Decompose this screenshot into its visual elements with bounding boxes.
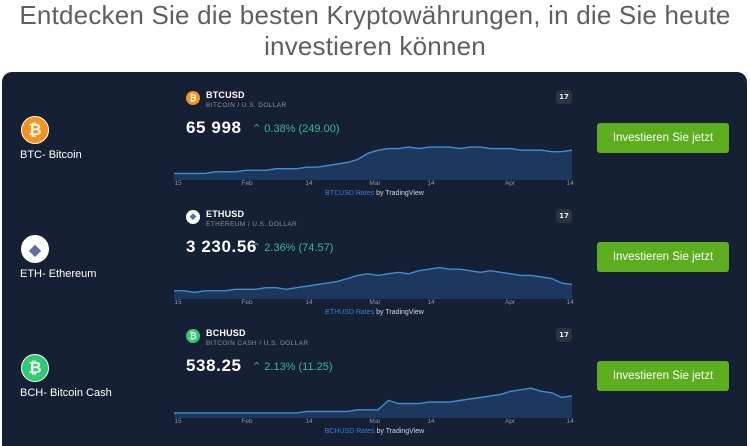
tradingview-logo-icon[interactable]: 17 <box>556 328 572 342</box>
chart-ticks: 15 Feb 14 Mar 14 Apr 14 <box>172 299 577 309</box>
tradingview-widget[interactable]: ◆ ETHUSD ETHEREUM / U.S. DOLLAR 17 3 230… <box>172 203 577 323</box>
tick-label: Mar <box>369 418 381 425</box>
tick-label: 14 <box>566 299 574 306</box>
tick-label: Feb <box>241 180 253 187</box>
tick-label: Feb <box>241 299 253 306</box>
invest-button-bch[interactable]: Investieren Sie jetzt <box>597 361 729 391</box>
price-chart[interactable] <box>172 140 577 180</box>
widget-change: ⌃ 2.13% (11.25) <box>252 361 333 373</box>
chart-line <box>174 146 573 175</box>
bitcoin-cash-icon: ₿ <box>21 354 49 382</box>
chart-area <box>174 267 572 299</box>
widget-price: 3 230.56 <box>186 237 257 256</box>
attribution-text: by TradingView <box>374 309 424 316</box>
crypto-row-btc: ₿ BTC- Bitcoin ₿ BTCUSD BITCOIN / U.S. D… <box>2 84 747 204</box>
widget-full-name: BITCOIN / U.S. DOLLAR <box>206 102 287 109</box>
chart-line <box>174 266 573 294</box>
tick-label: Feb <box>241 418 253 425</box>
chart-area <box>174 147 572 180</box>
tick-label: 14 <box>305 299 313 306</box>
chart-ticks: 15 Feb 14 Mar 14 Apr 14 <box>172 180 577 190</box>
coin-name: BTC- Bitcoin <box>20 149 82 161</box>
tick-label: 14 <box>427 299 435 306</box>
symbol-bitcoin-icon: ₿ <box>186 91 200 105</box>
tick-label: Mar <box>369 299 381 306</box>
widget-attribution: BTCUSD Rates by TradingView <box>172 190 577 197</box>
coin-name: ETH- Ethereum <box>20 268 97 280</box>
coin-info: ₿ BCH- Bitcoin Cash <box>20 354 160 399</box>
widget-symbol[interactable]: BTCUSD <box>206 90 245 100</box>
widget-attribution: ETHUSD Rates by TradingView <box>172 309 577 316</box>
tick-label: 14 <box>427 180 435 187</box>
rates-link[interactable]: ETHUSD Rates <box>325 309 375 316</box>
widget-attribution: BCHUSD Rates by TradingView <box>172 428 577 435</box>
tradingview-logo-icon[interactable]: 17 <box>556 209 572 223</box>
price-chart[interactable] <box>172 378 577 418</box>
tick-label: Apr <box>504 180 516 187</box>
crypto-panel: ₿ BTC- Bitcoin ₿ BTCUSD BITCOIN / U.S. D… <box>2 72 747 446</box>
price-chart[interactable] <box>172 259 577 299</box>
page-headline: Entdecken Sie die besten Kryptowährungen… <box>0 0 750 62</box>
crypto-row-eth: ◆ ETH- Ethereum ◆ ETHUSD ETHEREUM / U.S.… <box>2 203 747 323</box>
tick-label: 14 <box>566 418 574 425</box>
bitcoin-icon: ₿ <box>21 116 49 144</box>
widget-symbol[interactable]: BCHUSD <box>206 328 246 338</box>
tradingview-logo-icon[interactable]: 17 <box>556 90 572 104</box>
chart-ticks: 15 Feb 14 Mar 14 Apr 14 <box>172 418 577 428</box>
invest-button-eth[interactable]: Investieren Sie jetzt <box>597 242 729 272</box>
tick-label: 15 <box>174 418 182 425</box>
chart-line <box>174 387 573 414</box>
tick-label: 14 <box>305 180 313 187</box>
coin-info: ₿ BTC- Bitcoin <box>20 116 160 161</box>
tick-label: 15 <box>174 180 182 187</box>
widget-price: 65 998 <box>186 118 242 137</box>
rates-link[interactable]: BTCUSD Rates <box>325 190 375 197</box>
tick-label: Apr <box>504 418 516 425</box>
widget-symbol[interactable]: ETHUSD <box>206 209 245 219</box>
tick-label: 14 <box>427 418 435 425</box>
tick-label: 15 <box>174 299 182 306</box>
rates-link[interactable]: BCHUSD Rates <box>324 428 375 435</box>
ethereum-icon: ◆ <box>21 235 49 263</box>
attribution-text: by TradingView <box>374 190 424 197</box>
coin-info: ◆ ETH- Ethereum <box>20 235 160 280</box>
crypto-row-bch: ₿ BCH- Bitcoin Cash ₿ BCHUSD BITCOIN CAS… <box>2 322 747 442</box>
invest-button-btc[interactable]: Investieren Sie jetzt <box>597 123 729 153</box>
tradingview-widget[interactable]: ₿ BCHUSD BITCOIN CASH / U.S. DOLLAR 17 5… <box>172 322 577 442</box>
headline-line-1: Entdecken Sie die besten Kryptowährungen… <box>19 0 731 30</box>
attribution-text: by TradingView <box>374 428 425 435</box>
tick-label: Apr <box>504 299 516 306</box>
tick-label: 14 <box>566 180 574 187</box>
tick-label: 14 <box>305 418 313 425</box>
coin-name: BCH- Bitcoin Cash <box>20 387 112 399</box>
chart-area <box>174 388 572 418</box>
tradingview-widget[interactable]: ₿ BTCUSD BITCOIN / U.S. DOLLAR 17 65 998… <box>172 84 577 204</box>
widget-change: ⌃ 2.36% (74.57) <box>252 242 334 254</box>
widget-price: 538.25 <box>186 356 242 375</box>
symbol-ethereum-icon: ◆ <box>186 210 200 224</box>
tick-label: Mar <box>369 180 381 187</box>
headline-line-2: investieren können <box>264 31 486 61</box>
symbol-bitcoin-cash-icon: ₿ <box>186 329 200 343</box>
widget-full-name: BITCOIN CASH / U.S. DOLLAR <box>206 340 309 347</box>
widget-full-name: ETHEREUM / U.S. DOLLAR <box>206 221 298 228</box>
widget-change: ⌃ 0.38% (249.00) <box>252 123 340 135</box>
